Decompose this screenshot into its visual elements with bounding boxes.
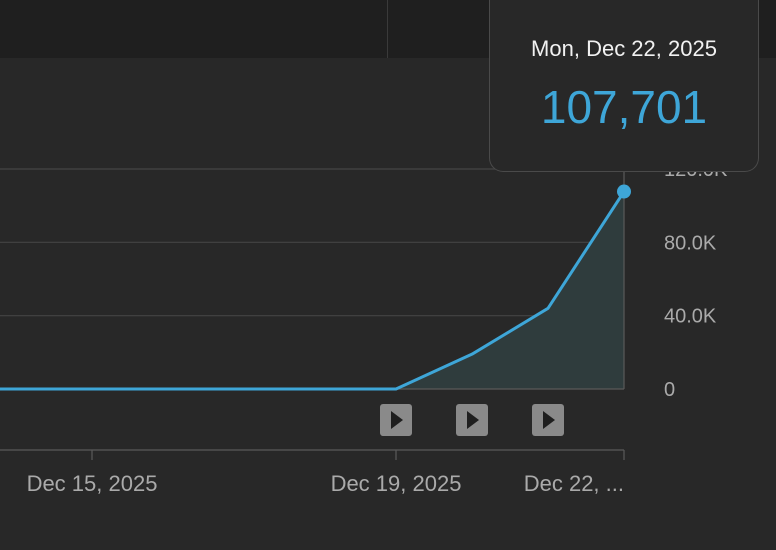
x-tick-label: Dec 22, ... <box>524 471 624 496</box>
highlighted-point[interactable] <box>617 184 631 199</box>
top-divider <box>387 0 388 58</box>
series-line <box>0 190 626 391</box>
data-point[interactable] <box>164 385 172 393</box>
area-fill <box>0 191 624 389</box>
y-tick-label: 80.0K <box>664 232 717 254</box>
x-tick-label: Dec 15, 2025 <box>27 471 158 496</box>
tooltip-date: Mon, Dec 22, 2025 <box>531 36 717 61</box>
data-point[interactable] <box>392 385 400 393</box>
data-point[interactable] <box>12 385 20 393</box>
data-point[interactable] <box>240 385 248 393</box>
data-point[interactable] <box>544 304 552 312</box>
data-point[interactable] <box>468 350 476 358</box>
play-icon[interactable] <box>456 404 488 436</box>
data-point[interactable] <box>316 385 324 393</box>
play-icon[interactable] <box>532 404 564 436</box>
chart-tooltip: Mon, Dec 22, 2025 107,701 <box>489 0 759 172</box>
tooltip-value: 107,701 <box>540 81 708 133</box>
x-tick-label: Dec 19, 2025 <box>331 471 462 496</box>
play-icon[interactable] <box>380 404 412 436</box>
data-point[interactable] <box>88 385 96 393</box>
y-tick-label: 40.0K <box>664 306 717 328</box>
y-tick-label: 0 <box>664 379 675 401</box>
